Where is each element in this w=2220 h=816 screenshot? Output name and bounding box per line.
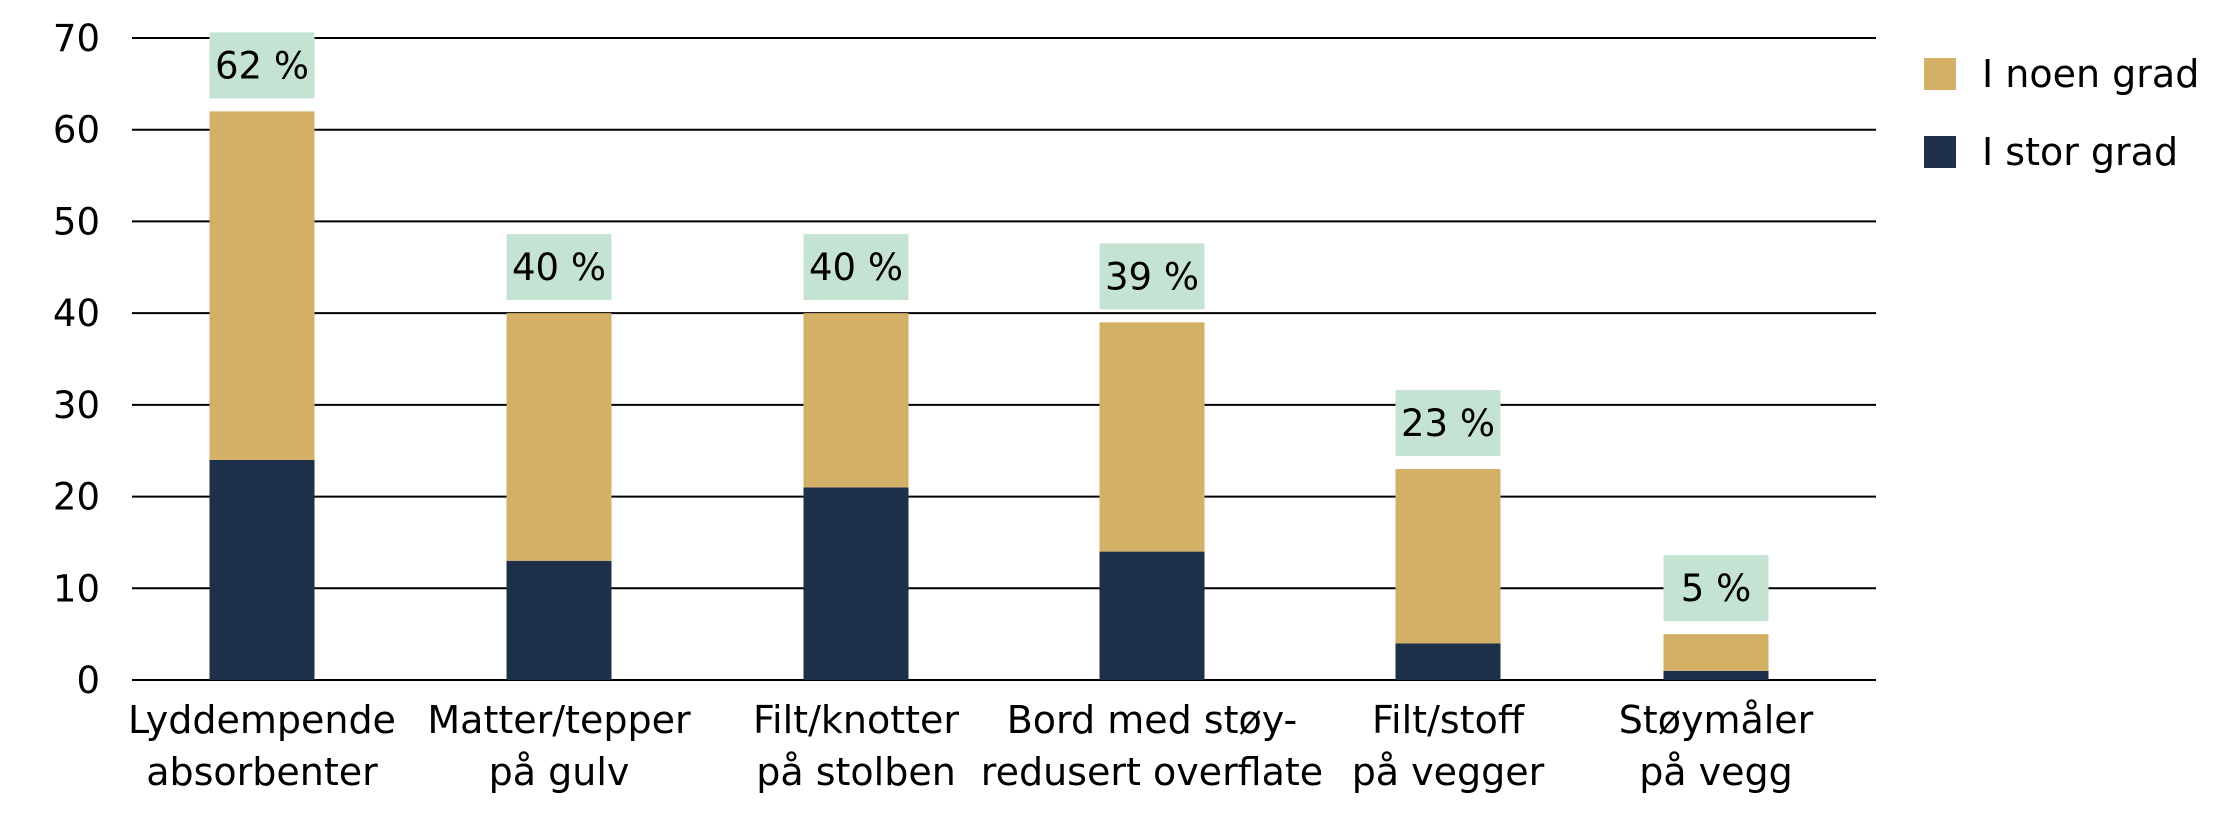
- legend-swatch: [1924, 58, 1956, 90]
- y-tick-label: 0: [76, 659, 100, 702]
- total-label-bg: [1663, 555, 1769, 622]
- x-category-label: Støymåler på vegg: [1619, 698, 1814, 794]
- legend-swatch: [1924, 136, 1956, 168]
- y-tick-label: 70: [53, 17, 100, 60]
- legend-label: I stor grad: [1982, 130, 2178, 174]
- x-category-label-line: på vegger: [1352, 750, 1545, 794]
- y-tick-label: 60: [53, 109, 100, 152]
- bar-segment-noen-5: [1663, 634, 1769, 671]
- total-label: 40 %: [809, 246, 903, 289]
- x-category-label: Bord med støy-redusert overflate: [981, 698, 1323, 794]
- x-category-label-line: absorbenter: [146, 750, 378, 794]
- x-category-label-line: redusert overflate: [981, 750, 1323, 794]
- axis-layer: 0 10 20 30 40 50 60 70 Lyddempende absorbenter Mat…: [53, 17, 1814, 794]
- x-category-label: Filt/knotter på stolben: [753, 698, 959, 794]
- legend-label: I noen grad: [1982, 52, 2199, 96]
- y-tick-label: 50: [53, 200, 100, 243]
- total-label-bg: [506, 234, 612, 301]
- bar-segment-noen-4: [1395, 469, 1501, 644]
- x-category-label-line: på vegg: [1639, 750, 1793, 794]
- bar-segment-noen-2: [803, 313, 909, 488]
- bars-layer: [209, 111, 1769, 680]
- y-tick-label: 20: [53, 476, 100, 519]
- x-category-label-line: på gulv: [489, 750, 630, 794]
- total-label-bg: [1395, 390, 1501, 457]
- total-label: 62 %: [215, 44, 309, 87]
- x-category-label-line: Lyddempende: [128, 698, 396, 742]
- x-category-label: Lyddempende absorbenter: [128, 698, 396, 794]
- bar-segment-stor-1: [506, 560, 612, 680]
- y-tick-label: 30: [53, 384, 100, 427]
- grid-layer: [132, 37, 1876, 681]
- x-category-label-line: Filt/knotter: [753, 698, 959, 742]
- total-label: 40 %: [512, 246, 606, 289]
- total-label-bg: [803, 234, 909, 301]
- bar-segment-stor-0: [209, 459, 315, 680]
- y-tick-label: 10: [53, 567, 100, 610]
- bar-segment-stor-4: [1395, 643, 1501, 680]
- bar-segment-noen-3: [1099, 322, 1205, 552]
- x-category-label-line: Filt/stoff: [1372, 698, 1525, 742]
- bar-segment-stor-2: [803, 487, 909, 680]
- x-category-label: Matter/tepper på gulv: [427, 698, 691, 794]
- x-category-label-line: på stolben: [756, 750, 956, 794]
- total-label: 5 %: [1681, 567, 1751, 610]
- y-tick-label: 40: [53, 292, 100, 335]
- bar-segment-noen-0: [209, 111, 315, 460]
- total-label-bg: [209, 32, 315, 99]
- total-label: 23 %: [1401, 402, 1495, 445]
- labels-layer: 62 % 40 % 40 % 39 % 23 % 5 %: [209, 32, 1769, 622]
- bar-segment-noen-1: [506, 313, 612, 561]
- bar-segment-stor-5: [1663, 670, 1769, 680]
- legend: I noen grad I stor grad: [1924, 52, 2199, 174]
- x-category-label-line: Støymåler: [1619, 698, 1814, 742]
- x-category-label-line: Bord med støy-: [1007, 698, 1298, 742]
- bar-segment-stor-3: [1099, 551, 1205, 680]
- total-label: 39 %: [1105, 255, 1199, 298]
- x-category-label-line: Matter/tepper: [427, 698, 691, 742]
- x-category-label: Filt/stoff på vegger: [1352, 698, 1545, 794]
- total-label-bg: [1099, 243, 1205, 310]
